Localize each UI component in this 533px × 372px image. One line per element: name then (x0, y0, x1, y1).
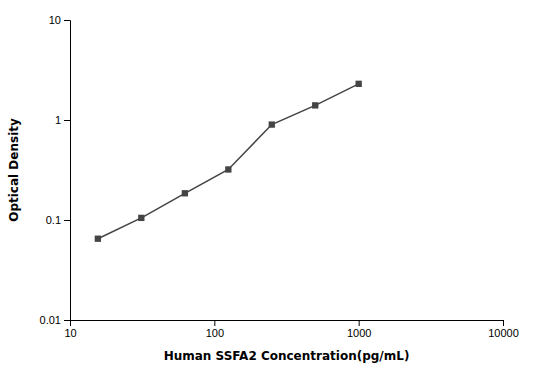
marker (138, 215, 144, 221)
x-tick: 10000 (488, 320, 519, 339)
chart: 10 100 1000 10000 0.01 0.1 1 10 Human SSFA2 Conc… (0, 0, 533, 372)
marker (356, 81, 362, 87)
x-tick-label: 10 (64, 327, 76, 339)
x-tick-label: 1000 (347, 327, 371, 339)
y-tick: 0.1 (46, 214, 70, 226)
x-axis: 10 100 1000 10000 (64, 320, 518, 339)
y-tick: 1 (55, 114, 70, 126)
y-axis-title: Optical Density (7, 118, 21, 222)
data-layer (95, 81, 362, 242)
plot: 10 100 1000 10000 0.01 0.1 1 10 Human SSFA2 Conc… (7, 14, 519, 363)
y-tick-label: 10 (49, 14, 61, 26)
x-tick: 100 (206, 320, 224, 339)
line (98, 84, 359, 239)
marker (312, 102, 318, 108)
x-tick-mark (359, 320, 360, 326)
y-tick-mark (64, 220, 70, 221)
x-tick-label: 100 (206, 327, 224, 339)
y-axis-line (64, 21, 71, 321)
marker (269, 121, 275, 127)
y-tick-mark (64, 320, 70, 321)
y-tick-mark (64, 120, 70, 121)
y-tick-label: 0.01 (40, 314, 61, 326)
marker (182, 190, 188, 196)
y-tick-label: 1 (55, 114, 61, 126)
y-tick-mark (64, 20, 70, 21)
y-tick: 10 (49, 14, 70, 26)
marker (95, 236, 101, 242)
x-axis-line (71, 321, 504, 327)
y-tick: 0.01 (40, 314, 70, 326)
x-axis-title: Human SSFA2 Concentration(pg/mL) (164, 349, 410, 363)
x-tick: 10 (64, 320, 76, 339)
x-tick-label: 10000 (488, 327, 519, 339)
marker (225, 166, 231, 172)
x-tick-mark (503, 320, 504, 326)
y-tick-label: 0.1 (46, 214, 61, 226)
x-tick-mark (214, 320, 215, 326)
y-axis: 0.01 0.1 1 10 (40, 14, 71, 326)
x-tick: 1000 (347, 320, 371, 339)
